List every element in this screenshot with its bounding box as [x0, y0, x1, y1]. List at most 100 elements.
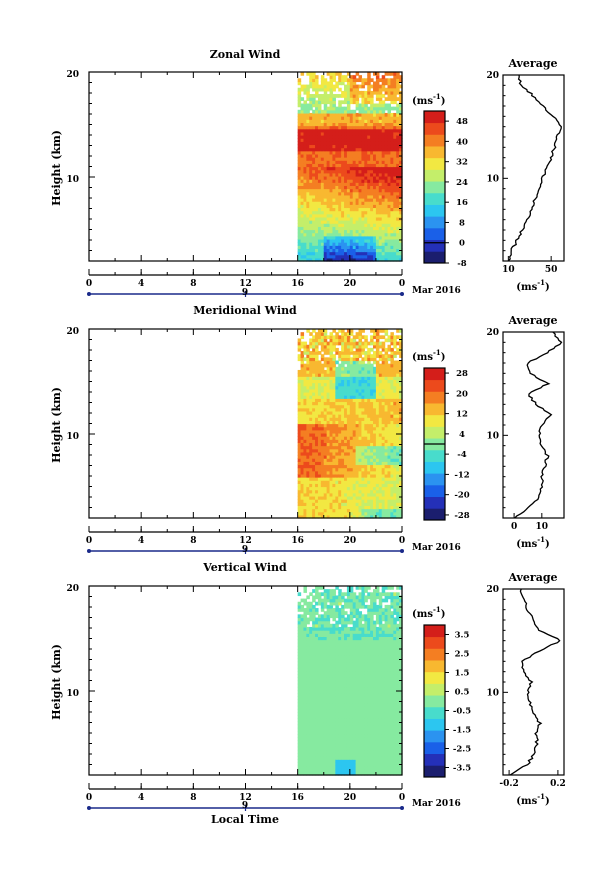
heatmap-cell	[309, 204, 313, 209]
heatmap-cell	[352, 153, 357, 158]
heatmap-cell	[375, 398, 380, 403]
heatmap-cell	[306, 185, 310, 190]
heatmap-cell	[358, 191, 363, 196]
heatmap-cell	[393, 116, 397, 120]
heatmap-cell	[309, 210, 313, 215]
heatmap-cell	[309, 410, 313, 415]
heatmap-cell	[390, 248, 394, 253]
heatmap-cell	[297, 752, 302, 757]
heatmap-cell	[349, 414, 354, 418]
heatmap-cell	[297, 369, 302, 374]
heatmap-cell	[315, 248, 319, 253]
heatmap-cell	[300, 686, 305, 691]
heatmap-cell	[361, 514, 365, 519]
heatmap-cell	[315, 179, 319, 183]
heatmap-cell	[320, 135, 325, 139]
heatmap-cell	[355, 207, 360, 212]
heatmap-cell	[309, 436, 313, 440]
heatmap-cell	[390, 204, 394, 209]
heatmap-cell	[352, 376, 357, 380]
heatmap-cell	[306, 477, 310, 481]
heatmap-cell	[303, 410, 307, 415]
heatmap-cell	[355, 508, 360, 513]
heatmap-cell	[384, 445, 389, 450]
colorbar-swatch	[424, 403, 445, 416]
heatmap-cell	[315, 392, 319, 396]
heatmap-cell	[378, 414, 383, 418]
heatmap-cell	[315, 81, 319, 86]
heatmap-cell	[323, 645, 328, 650]
heatmap-cell	[358, 470, 363, 475]
heatmap-cell	[329, 131, 334, 136]
heatmap-cell	[370, 338, 374, 343]
heatmap-cell	[378, 451, 383, 456]
heatmap-cell	[309, 477, 313, 481]
heatmap-cell	[309, 448, 313, 453]
heatmap-cell	[370, 254, 374, 259]
heatmap-cell	[399, 175, 403, 180]
heatmap-cell	[367, 157, 371, 161]
heatmap-cell	[361, 385, 365, 390]
heatmap-cell	[393, 220, 397, 224]
heatmap-cell	[332, 477, 336, 481]
heatmap-cell	[320, 109, 325, 114]
heatmap-cell	[361, 179, 365, 183]
heatmap-cell	[338, 191, 342, 196]
heatmap-cell	[341, 351, 345, 355]
heatmap-cell	[332, 360, 336, 365]
heatmap-cell	[312, 116, 316, 120]
heatmap-cell	[361, 204, 365, 209]
heatmap-cell	[346, 185, 351, 190]
heatmap-cell	[387, 495, 392, 500]
heatmap-cell	[393, 153, 397, 158]
heatmap-cell	[303, 363, 307, 368]
heatmap-cell	[323, 351, 328, 355]
heatmap-cell	[323, 194, 328, 199]
heatmap-cell	[335, 473, 339, 478]
heatmap-cell	[349, 109, 354, 114]
heatmap-cell	[326, 373, 331, 377]
heatmap-cell	[358, 238, 363, 243]
heatmap-cell	[297, 257, 302, 262]
heatmap-cell	[393, 473, 397, 478]
heatmap-cell	[344, 122, 348, 127]
heatmap-cell	[320, 157, 325, 161]
heatmap-cell	[346, 363, 351, 368]
heatmap-cell	[381, 169, 386, 174]
heatmap-cell	[297, 210, 302, 215]
heatmap-cell	[306, 188, 310, 193]
heatmap-cell	[332, 357, 336, 362]
heatmap-cell	[352, 486, 357, 491]
heatmap-cell	[312, 718, 316, 723]
heatmap-cell	[312, 94, 316, 98]
heatmap-cell	[312, 112, 316, 117]
heatmap-cell	[361, 119, 365, 123]
heatmap-cell	[373, 483, 377, 488]
heatmap-cell	[306, 762, 310, 767]
heatmap-cell	[381, 442, 386, 447]
heatmap-cell	[306, 595, 310, 600]
heatmap-cell	[309, 499, 313, 503]
heatmap-cell	[367, 401, 371, 406]
heatmap-cell	[309, 251, 313, 256]
heatmap-cell	[378, 492, 383, 497]
heatmap-cell	[390, 492, 394, 497]
heatmap-cell	[349, 194, 354, 199]
heatmap-cell	[346, 112, 351, 117]
heatmap-cell	[352, 495, 357, 500]
heatmap-cell	[399, 242, 403, 246]
heatmap-cell	[370, 398, 374, 403]
heatmap-cell	[367, 125, 371, 130]
heatmap-cell	[306, 385, 310, 390]
heatmap-cell	[323, 601, 328, 606]
heatmap-cell	[393, 100, 397, 105]
heatmap-cell	[315, 351, 319, 355]
heatmap-cell	[381, 147, 386, 152]
heatmap-cell	[315, 257, 319, 262]
heatmap-cell	[373, 473, 377, 478]
heatmap-cell	[349, 220, 354, 224]
heatmap-cell	[297, 401, 302, 406]
heatmap-cell	[341, 147, 345, 152]
heatmap-cell	[364, 97, 368, 101]
heatmap-cell	[300, 470, 305, 475]
